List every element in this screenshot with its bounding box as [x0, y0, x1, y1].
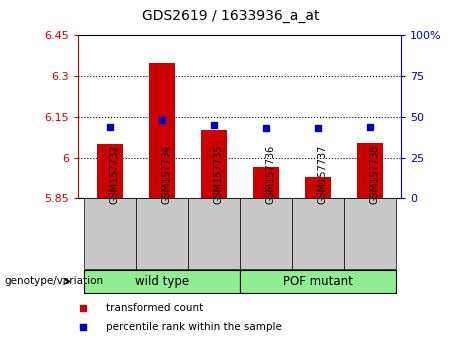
Text: GSM157737: GSM157737	[318, 144, 328, 204]
Bar	[253, 167, 279, 198]
Bar	[83, 270, 240, 292]
Text: genotype/variation: genotype/variation	[5, 276, 104, 286]
Text: GSM157736: GSM157736	[266, 145, 276, 204]
Text: GSM157734: GSM157734	[162, 145, 171, 204]
Point	[106, 124, 113, 130]
Bar	[344, 198, 396, 269]
Text: GDS2619 / 1633936_a_at: GDS2619 / 1633936_a_at	[142, 9, 319, 23]
Text: transformed count: transformed count	[106, 303, 203, 313]
Bar	[148, 63, 175, 198]
Point	[262, 125, 269, 131]
Bar	[305, 177, 331, 198]
Bar	[201, 130, 227, 198]
Text: POF mutant: POF mutant	[283, 275, 353, 288]
Text: wild type: wild type	[135, 275, 189, 288]
Point	[366, 124, 373, 130]
Bar	[240, 270, 396, 292]
Point	[314, 125, 321, 131]
Point	[210, 122, 218, 128]
Bar	[136, 198, 188, 269]
Text: GSM157732: GSM157732	[110, 144, 119, 204]
Bar	[292, 198, 344, 269]
Bar	[357, 143, 383, 198]
Text: GSM157738: GSM157738	[370, 145, 380, 204]
Bar	[97, 144, 123, 198]
Point	[158, 117, 165, 123]
Bar	[83, 198, 136, 269]
Text: percentile rank within the sample: percentile rank within the sample	[106, 322, 282, 332]
Bar	[240, 198, 292, 269]
Bar	[188, 198, 240, 269]
Text: GSM157735: GSM157735	[214, 144, 224, 204]
